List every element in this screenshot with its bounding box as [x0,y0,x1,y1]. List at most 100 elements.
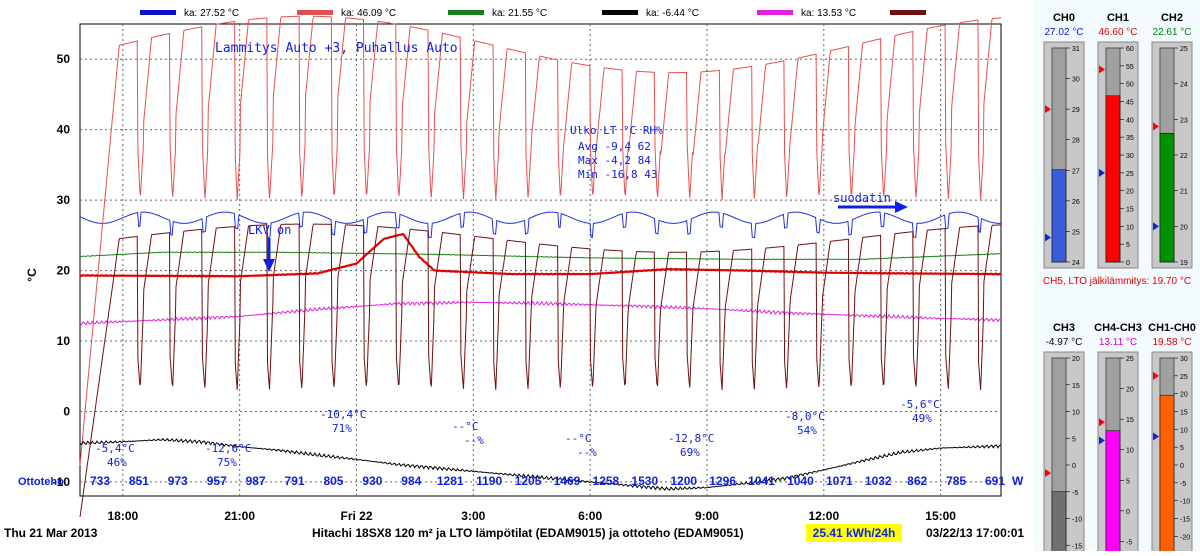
outdoor-rh: 71% [332,422,352,435]
ottoteho-value: 1040 [787,474,814,488]
gauge-tick-label: -10 [1180,499,1190,506]
gauge-fill [1051,491,1067,556]
gauge-value: 46.60 °C [1098,27,1137,38]
gauge-ch0: CH0 27.02 °C 31 30 29 28 27 26 25 24 [1043,12,1085,269]
gauge-fill [1159,132,1175,263]
outdoor-temp: -5,4°C [95,442,135,455]
x-tick-label: 12:00 [808,509,839,523]
ottoteho-value: 930 [362,474,382,488]
gauge-tick-label: 10 [1126,448,1134,455]
gauge-max-marker [1045,469,1051,478]
outdoor-rh: 54% [797,424,817,437]
gauge-panel: CH0 27.02 °C 31 30 29 28 27 26 25 24 CH1 46.60 °C 60… [1034,0,1200,556]
gauge-tick-label: 20 [1180,392,1188,399]
temperature-chart: ka: 27.52 °CILP Imuilma (CH0)ka: 46.09 °… [4,8,1024,542]
ch5-readout: CH5, LTO jälkilämmitys: 19.70 °C [1042,276,1192,287]
gauge-min-marker [1153,432,1159,441]
legend-value: ka: -6.44 °C [646,8,699,19]
outdoor-reading: -12,6°C75% [205,442,251,469]
energy-value: 25.41 kWh/24h [813,526,896,540]
ottoteho-value: 805 [323,474,343,488]
gauge-tick-label: 20 [1180,224,1188,231]
gauge-tick-label: 22 [1180,153,1188,160]
gauge-max-marker [1099,65,1105,74]
gauge-tick-label: 0 [1180,463,1184,470]
y-tick-label: 10 [57,334,71,348]
gauge-tick-label: 5 [1126,242,1130,249]
gauge-tick-label: 20 [1126,189,1134,196]
gauge-max-marker [1153,122,1159,131]
gauge-value: 19.58 °C [1152,337,1191,348]
ottoteho-value: 1032 [865,474,892,488]
gauge-tick-label: 29 [1072,107,1080,114]
gauge-tick-label: 28 [1072,138,1080,145]
gauge-min-marker [1099,168,1105,177]
outdoor-reading: -10,4°C71% [320,408,366,435]
gauge-tick-label: 10 [1072,410,1080,417]
gauge-tick-label: 55 [1126,64,1134,71]
ottoteho-value: 1200 [670,474,697,488]
gauge-tick-label: 50 [1126,82,1134,89]
gauge-tick-label: -20 [1180,534,1190,541]
gauge-tick-label: 25 [1180,46,1188,53]
gauge-tick-label: 5 [1072,436,1076,443]
y-axis-label: °C [25,268,39,282]
plot-area [79,23,1002,497]
ottoteho-value: 1469 [554,474,581,488]
gauge-tick-label: 27 [1072,168,1080,175]
series-line-huoneilma-ch2 [79,251,1002,261]
series-line-ilp-imuilma-ch0 [79,211,1002,239]
legend-swatch [602,10,638,15]
footer-timestamp: 03/22/13 17:00:01 [926,526,1024,540]
gauge-tick-label: 60 [1126,46,1134,53]
x-tick-label: 18:00 [107,509,138,523]
outdoor-temp: -8,0°C [785,410,825,423]
y-tick-label: 30 [57,193,71,207]
ottoteho-value: 1190 [476,474,502,488]
gauge-title: CH1 [1107,12,1129,24]
gauge-tick-label: 15 [1072,383,1080,390]
chart-title: Lammitys Auto +3, Puhallus Auto [215,41,458,56]
gauge-tick-label: -5 [1126,539,1132,546]
outdoor-temp: --°C [452,420,479,433]
gauge-svg: CH0 27.02 °C 31 30 29 28 27 26 25 24 CH1 46.60 °C 60… [1043,12,1196,556]
series-line-ilp-l-mm-j-hd-ch1-ch0 [79,223,1001,517]
ottoteho-value: 1530 [631,474,658,488]
ottoteho-value: 1071 [826,474,853,488]
outdoor-temp: -10,4°C [320,408,366,421]
ottoteho-value: 957 [207,474,227,488]
gauge-tick-label: 31 [1072,46,1080,53]
ottoteho-value: 987 [246,474,266,488]
gauge-title: CH0 [1053,12,1075,24]
gauge-tick-label: 0 [1126,260,1130,267]
stats-row: Avg -9,4 62 [578,140,651,153]
ottoteho-value: 1296 [709,474,736,488]
legend-swatch [757,10,793,15]
gauge-tick-label: 25 [1126,356,1134,363]
outdoor-reading: -12,8°C69% [668,432,714,459]
legend-swatch [297,10,333,15]
gauge-value: 27.02 °C [1044,27,1083,38]
gauge-tick-label: 25 [1180,374,1188,381]
suodatin-annotation: suodatin [833,191,908,213]
ottoteho-value: 691 [985,474,1005,488]
gauge-fill [1159,394,1175,556]
gauge-tick-label: -5 [1180,481,1186,488]
series-line-ilp-puhallusilma-ch1 [79,15,1002,466]
ottoteho-unit: W [1012,474,1024,488]
gauge-tick-label: 30 [1072,77,1080,84]
stats-row: Max -4,2 84 [578,154,651,167]
gauge-tick-label: -15 [1072,543,1082,550]
outdoor-temp: -5,6°C [900,398,940,411]
outdoor-reading: -8,0°C54% [785,410,825,437]
gauge-tick-label: 45 [1126,100,1134,107]
gauge-tick-label: 0 [1072,463,1076,470]
gauge-fill [1051,169,1067,263]
gauge-tick-label: 15 [1126,417,1134,424]
gauge-tick-label: 10 [1126,224,1134,231]
gauge-fill [1105,430,1121,556]
gauge-tick-label: 23 [1180,117,1188,124]
